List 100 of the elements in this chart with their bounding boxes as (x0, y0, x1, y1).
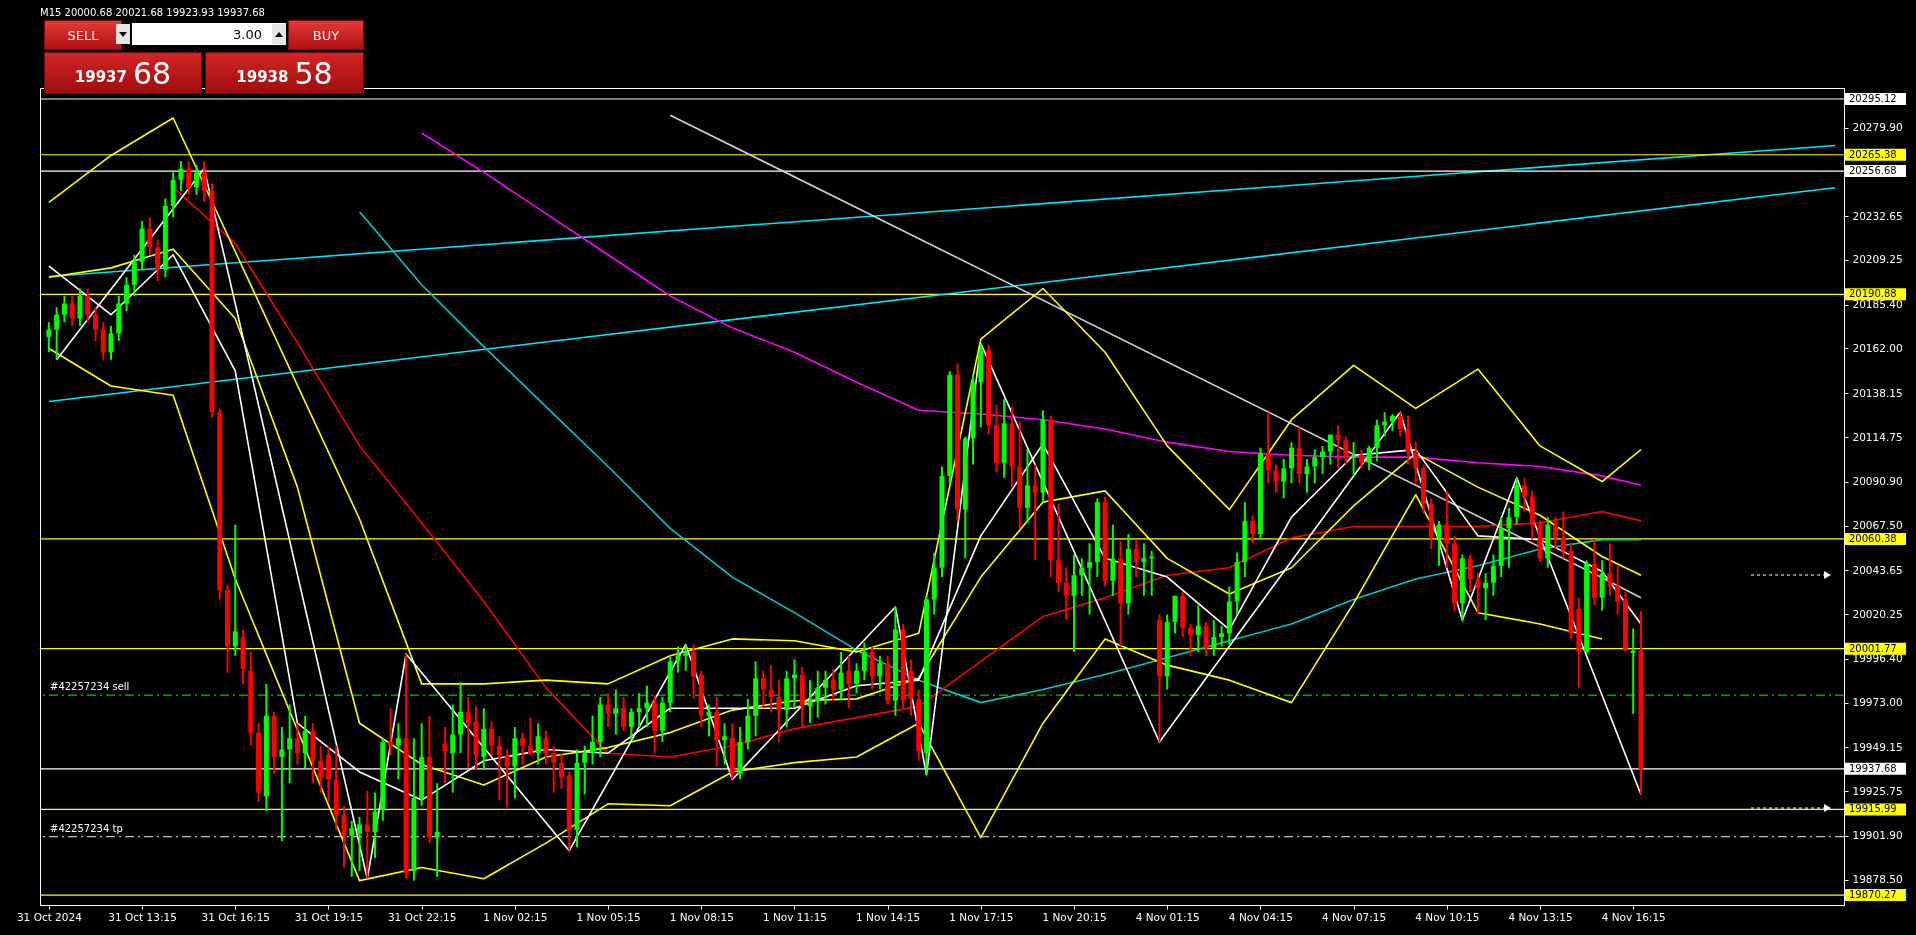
candlestick (1467, 553, 1473, 594)
candlestick (1063, 566, 1069, 622)
x-tick-label: 1 Nov 05:15 (576, 910, 641, 923)
y-tick-label: 20279.90 (1852, 121, 1903, 134)
candlestick (854, 662, 860, 695)
candlestick (558, 752, 564, 790)
candlestick (442, 725, 448, 785)
x-tick-label: 1 Nov 14:15 (856, 910, 921, 923)
candlestick (1397, 411, 1403, 438)
trade-panel: SELL 3.00 BUY 19937 68 19938 58 (44, 20, 364, 94)
y-tick-label: 19996.40 (1852, 652, 1903, 665)
x-tick-label: 4 Nov 07:15 (1322, 910, 1387, 923)
ref-line-label: #42257234 tp (50, 822, 123, 834)
annotation: 68 (133, 56, 172, 91)
candlestick (1444, 489, 1450, 569)
y-tick-label: 20114.75 (1852, 430, 1903, 443)
candlestick (434, 782, 440, 878)
candlestick (372, 791, 378, 860)
candlestick (61, 295, 67, 324)
y-tick-label: 20138.15 (1852, 386, 1903, 399)
candlestick (186, 160, 192, 196)
candlestick (582, 744, 588, 796)
x-tick-label: 1 Nov 17:15 (949, 910, 1014, 923)
candlestick (1203, 621, 1209, 657)
x-tick-label: 1 Nov 02:15 (483, 910, 548, 923)
candlestick (178, 160, 184, 193)
x-tick-label: 31 Oct 16:15 (201, 910, 270, 923)
candlestick (147, 216, 153, 256)
candlestick (527, 716, 533, 757)
candlestick (1024, 448, 1030, 524)
ref-line-label: 20190.88 (1849, 288, 1897, 300)
candlestick (504, 748, 510, 809)
candlestick (1351, 441, 1357, 477)
candlestick (846, 654, 852, 710)
x-tick-label: 1 Nov 08:15 (669, 910, 734, 923)
candlestick (1358, 448, 1364, 470)
candlestick (46, 321, 52, 354)
candlestick (590, 714, 596, 766)
x-tick-label: 31 Oct 19:15 (294, 910, 364, 923)
ref-line-label: 19870.27 (1849, 889, 1897, 901)
candlestick (1141, 542, 1147, 597)
x-tick-label: 1 Nov 11:15 (762, 910, 827, 923)
candlestick (279, 725, 285, 843)
x-tick-label: 31 Oct 2024 (16, 910, 83, 923)
candlestick (318, 744, 324, 794)
candlestick (823, 669, 829, 706)
candlestick (349, 819, 355, 878)
y-tick-label: 19949.15 (1852, 740, 1903, 753)
x-tick-label: 4 Nov 16:15 (1601, 910, 1666, 923)
candlestick (100, 321, 106, 361)
candlestick (294, 722, 300, 766)
y-tick-label: 20209.25 (1852, 253, 1903, 266)
candlestick (1071, 553, 1077, 654)
candlestick (54, 306, 60, 361)
candlestick (201, 160, 207, 204)
candlestick (768, 664, 774, 713)
y-tick-label: 19901.90 (1852, 829, 1903, 842)
candlestick (1553, 516, 1559, 550)
y-tick-label: 20043.65 (1852, 563, 1903, 576)
candlestick (124, 276, 130, 312)
candlestick (683, 643, 689, 672)
candlestick (395, 722, 401, 781)
candlestick (1327, 433, 1333, 466)
candlestick (628, 707, 634, 742)
candlestick (1521, 476, 1527, 513)
candlestick (613, 688, 619, 736)
candlestick (1032, 463, 1038, 562)
candlestick (357, 815, 363, 873)
ref-line-label: 19915.99 (1849, 803, 1897, 815)
y-tick-label: 20185.40 (1852, 298, 1903, 311)
line-series (358, 210, 1642, 704)
candlestick (1374, 418, 1380, 462)
candlestick (776, 679, 782, 743)
candlestick (535, 722, 541, 766)
candlestick (77, 287, 83, 327)
y-tick-label: 19878.50 (1852, 873, 1903, 886)
y-tick-label: 20020.25 (1852, 607, 1903, 620)
candlestick (193, 163, 199, 196)
candlestick (1133, 538, 1139, 579)
x-tick-label: 4 Nov 04:15 (1228, 910, 1293, 923)
y-tick-label: 19925.75 (1852, 784, 1903, 797)
candlestick (838, 651, 844, 700)
candlestick (1055, 503, 1061, 594)
candlestick (1630, 627, 1636, 715)
line-series (420, 132, 1642, 487)
candlestick (1475, 572, 1481, 616)
candlestick (1265, 411, 1271, 485)
candlestick (496, 735, 502, 802)
candlestick (1195, 604, 1201, 654)
candlestick (1288, 441, 1294, 485)
ref-line-label: 20001.77 (1849, 642, 1897, 654)
candlestick (1560, 510, 1566, 560)
candlestick (636, 692, 642, 728)
candlestick (551, 744, 557, 794)
candlestick (722, 722, 728, 766)
candlestick (1273, 463, 1279, 494)
candlestick (1304, 458, 1310, 494)
candlestick (450, 703, 456, 794)
candlestick (131, 253, 137, 297)
candlestick (388, 707, 394, 757)
